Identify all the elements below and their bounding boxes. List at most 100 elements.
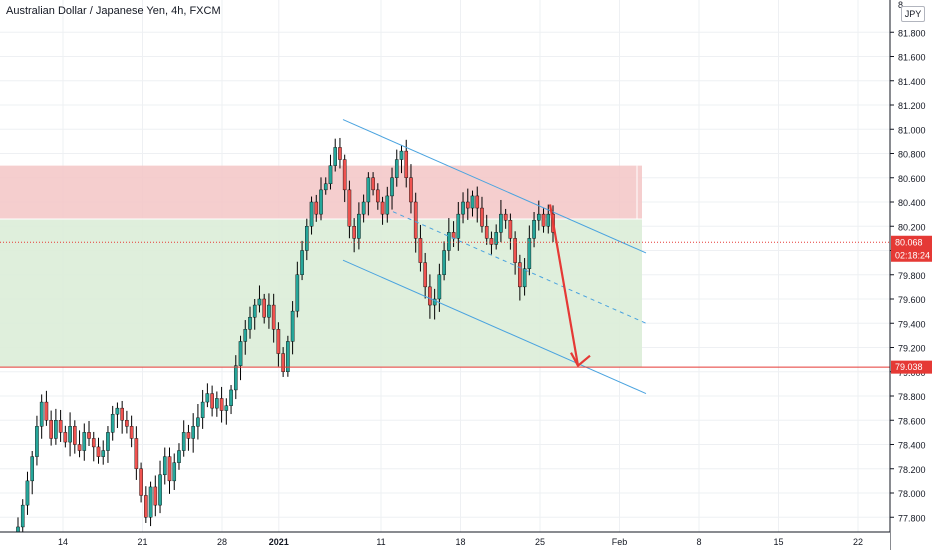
down-candle-body (541, 213, 546, 227)
down-candle-body (139, 468, 143, 496)
candle (248, 306, 252, 339)
candle (25, 471, 30, 515)
up-candle-body (115, 407, 120, 415)
candle (532, 211, 536, 248)
up-candle-body (527, 238, 532, 269)
down-candle-body (63, 432, 68, 443)
up-candle-body (191, 426, 195, 439)
y-tick-label: 80.600 (898, 174, 926, 184)
down-candle-body (503, 213, 508, 221)
arrow-head (570, 352, 591, 368)
candle (447, 218, 451, 261)
y-tick-label: 81.800 (898, 28, 926, 38)
up-candle-body (366, 177, 371, 203)
down-candle-body (96, 446, 101, 457)
up-candle-body (267, 304, 271, 318)
down-candle-body (153, 486, 158, 506)
up-candle-body (442, 250, 446, 275)
candle (205, 383, 210, 408)
candle (177, 443, 181, 470)
up-candle-body (319, 189, 323, 215)
channel-upper-line[interactable] (342, 119, 647, 254)
down-candle-body (371, 177, 375, 191)
x-tick-label: 14 (58, 537, 68, 547)
down-candle-body (167, 456, 172, 482)
candle (191, 413, 195, 453)
channel-lower-line[interactable] (342, 259, 647, 395)
candle (480, 196, 484, 233)
up-candle-body (494, 232, 498, 245)
down-candle-body (518, 262, 522, 288)
price-axis[interactable] (890, 0, 932, 550)
candle (499, 199, 503, 243)
y-tick-label: 79.400 (898, 319, 926, 329)
projection-arrow[interactable] (548, 204, 580, 366)
candle (376, 183, 380, 210)
candle (319, 177, 323, 221)
down-candle-body (513, 238, 517, 263)
up-candle-body (456, 213, 461, 239)
y-tick-label: 78.400 (898, 441, 926, 451)
candle (110, 405, 115, 441)
y-tick-label: 78.800 (898, 392, 926, 402)
up-candle-body (158, 474, 162, 506)
channel-mid-line[interactable] (392, 211, 647, 324)
down-candle-body (77, 444, 82, 451)
down-candle-body (58, 420, 63, 433)
candle (20, 499, 25, 535)
up-candle-body (172, 462, 177, 482)
up-candle-body (499, 213, 503, 233)
candle (87, 421, 91, 447)
x-tick-label: 22 (853, 537, 863, 547)
candle (518, 254, 522, 301)
candle (338, 137, 342, 169)
candle (58, 409, 63, 442)
up-candle-body (309, 201, 314, 227)
up-candle-body (162, 456, 167, 476)
down-candle-body (129, 426, 134, 439)
y-tick-label: 80.200 (898, 222, 926, 232)
candle (276, 322, 281, 367)
candle (91, 431, 96, 462)
candle (347, 180, 352, 239)
up-candle-body (215, 398, 219, 409)
down-candle-body (134, 438, 139, 469)
down-candle-body (276, 329, 281, 354)
up-candle-body (30, 456, 35, 482)
candle (484, 214, 489, 245)
up-candle-body (295, 274, 300, 312)
take-profit-zone[interactable] (0, 218, 642, 367)
candle (423, 252, 427, 299)
x-tick-label: 28 (217, 537, 227, 547)
candle (139, 462, 143, 503)
candle (465, 188, 470, 220)
currency-badge[interactable]: JPY (901, 6, 925, 22)
candle (224, 398, 229, 425)
candle (456, 201, 461, 251)
up-candle-body (290, 310, 295, 342)
candle (295, 261, 300, 318)
down-candle-body (475, 195, 480, 209)
candle (305, 218, 309, 261)
up-candle-body (200, 401, 205, 419)
up-candle-body (546, 213, 551, 227)
candle (371, 172, 375, 196)
up-candle-body (536, 213, 541, 221)
x-tick-label: 25 (535, 537, 545, 547)
candle (461, 192, 465, 224)
down-candle-body (404, 150, 409, 178)
down-candle-body (87, 432, 91, 439)
x-tick-label: 15 (773, 537, 783, 547)
y-tick-label: 77.800 (898, 513, 926, 523)
up-candle-body (68, 426, 72, 443)
down-candle-body (376, 189, 380, 203)
time-axis[interactable] (0, 532, 890, 550)
candle (54, 408, 58, 445)
down-candle-body (144, 495, 148, 518)
down-candle-body (465, 201, 470, 209)
up-candle-body (470, 195, 475, 209)
x-tick-label: 18 (455, 537, 465, 547)
up-candle-body (196, 417, 200, 427)
